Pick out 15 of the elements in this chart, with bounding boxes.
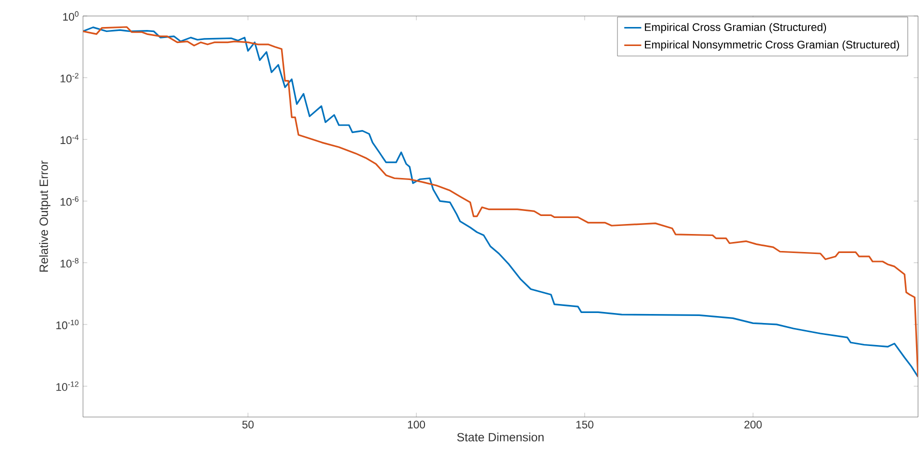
y-tick-label: 10$^{-10}$: [56, 320, 79, 330]
y-tick-label: 10$^{0}$: [63, 11, 79, 21]
y-axis-title: Relative Output Error: [39, 160, 50, 272]
x-axis-title: State Dimension: [457, 432, 544, 442]
y-tick-label: 10$^{-12}$: [56, 381, 78, 391]
legend-label: Empirical Nonsymmetric Cross Gramian (Structured): [644, 40, 900, 51]
y-tick-label: 10$^{-2}$: [60, 72, 78, 82]
y-tick-label: 10$^{-6}$: [60, 196, 78, 206]
legend-label: Empirical Cross Gramian (Structured): [644, 23, 826, 34]
x-tick-label: 100: [408, 420, 426, 428]
x-tick-label: 200: [744, 420, 762, 428]
y-tick-label: 10$^{-4}$: [60, 134, 79, 144]
x-tick-label: 50: [242, 420, 254, 428]
x-tick-label: 150: [576, 420, 594, 428]
y-tick-label: 10$^{-8}$: [60, 258, 78, 268]
